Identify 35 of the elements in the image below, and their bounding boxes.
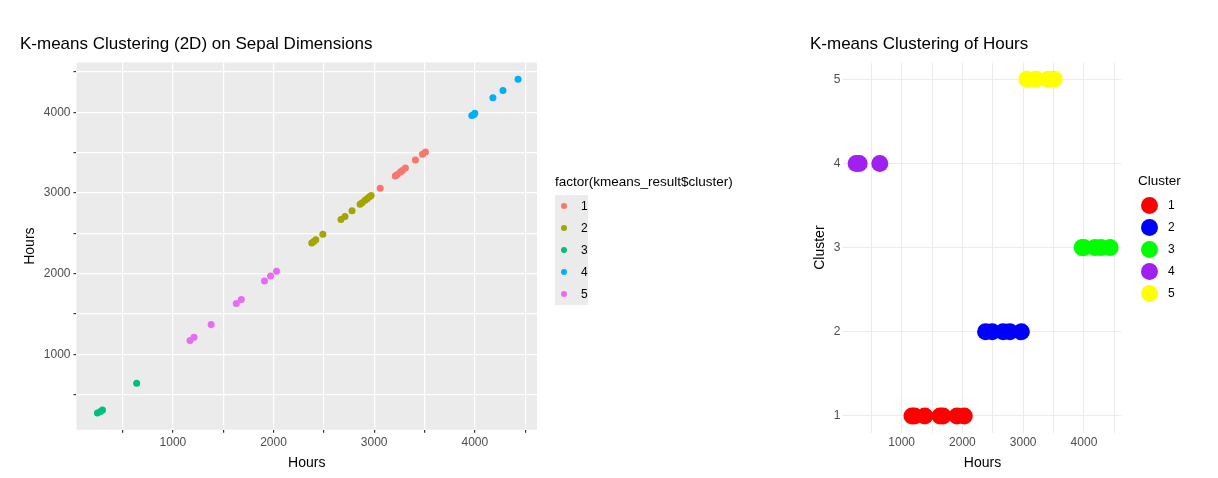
legend-label: 5 — [1168, 286, 1175, 301]
x-axis-title: Hours — [963, 454, 1002, 471]
y-axis-title: Cluster — [811, 225, 828, 270]
legend-label: 2 — [1168, 220, 1175, 235]
legend-label: 1 — [581, 198, 588, 213]
x-tick-label: 2000 — [260, 435, 288, 450]
chart-title: K-means Clustering (2D) on Sepal Dimensions — [20, 33, 373, 53]
x-tick-label: 4000 — [1070, 435, 1098, 450]
y-tick-label: 1000 — [43, 346, 71, 361]
legend-label: 1 — [1168, 198, 1175, 213]
x-axis-title: Hours — [288, 454, 326, 471]
legend-label: 3 — [1168, 242, 1175, 257]
x-tick-label: 3000 — [360, 435, 388, 450]
y-tick-label: 3000 — [43, 185, 71, 200]
legend-label: 4 — [1168, 264, 1175, 279]
legend-title: Cluster — [1138, 173, 1182, 189]
legend-title: factor(kmeans_result$cluster) — [555, 173, 734, 189]
legend-label: 5 — [581, 286, 588, 301]
x-tick-label: 1000 — [159, 435, 187, 450]
y-tick-label: 5 — [833, 71, 841, 86]
y-tick-label: 1 — [833, 408, 841, 423]
x-tick-label: 2000 — [949, 435, 977, 450]
y-tick-label: 4 — [833, 155, 841, 170]
y-tick-label: 4000 — [43, 104, 71, 119]
x-tick-label: 1000 — [888, 435, 916, 450]
legend-label: 4 — [581, 264, 588, 279]
y-axis-title: Hours — [21, 227, 38, 265]
x-tick-label: 4000 — [461, 435, 489, 450]
y-tick-label: 3 — [833, 239, 841, 254]
chart-title: K-means Clustering of Hours — [810, 33, 1029, 53]
legend-label: 2 — [581, 220, 588, 235]
legend-label: 3 — [581, 242, 588, 257]
x-tick-label: 3000 — [1009, 435, 1037, 450]
y-tick-label: 2 — [833, 324, 841, 339]
y-tick-label: 2000 — [43, 265, 71, 280]
